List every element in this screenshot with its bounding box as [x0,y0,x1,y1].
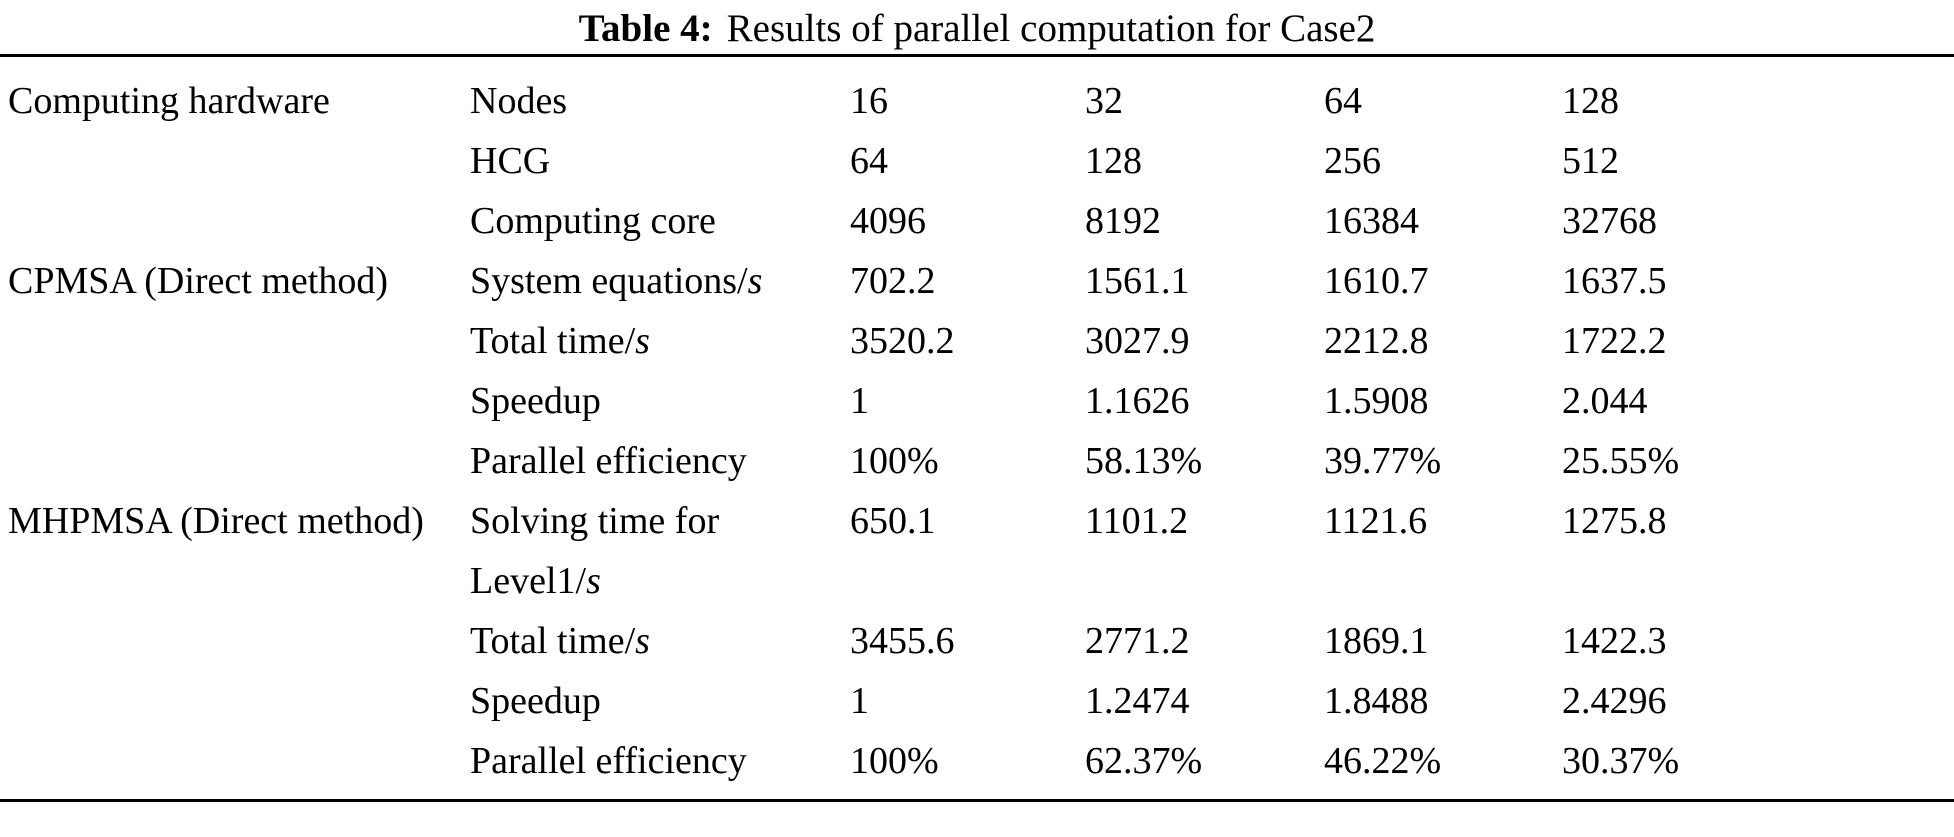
table-row: Speedup 1 1.1626 1.5908 2.044 [0,371,1954,431]
cell-value: 1561.1 [1085,260,1190,302]
cell-value: 1101.2 [1085,500,1189,542]
cell-value: 32768 [1562,200,1657,242]
cell-value: 8192 [1085,200,1161,242]
cell-value: 16 [850,80,888,122]
cell-value: 2771.2 [1085,620,1190,662]
row-label: Total time/s [470,311,850,371]
cell-value: 702.2 [850,260,936,302]
cell-value: 58.13% [1085,440,1203,482]
cell-value: 30.37% [1562,740,1680,782]
row-label-italic-suffix: s [635,620,650,662]
cell-value: 46.22% [1324,740,1442,782]
cell-value: 100% [850,740,939,782]
table-row: MHPMSA (Direct method) Solving time for … [0,491,1954,611]
row-label-text: Total time/ [470,320,636,362]
cell-value: 39.77% [1324,440,1442,482]
row-label-italic-suffix: s [635,320,650,362]
row-label: Nodes [470,71,850,131]
row-label-text: System equations/ [470,260,748,302]
cell-value: 128 [1562,80,1619,122]
cell-value: 1.5908 [1324,380,1429,422]
table-body: Computing hardware Nodes 16 32 64 128 HC… [0,57,1954,791]
cell-value: 2212.8 [1324,320,1429,362]
table-caption-number: Table 4: [578,7,713,50]
cell-value: 4096 [850,200,926,242]
row-label-italic-suffix: s [747,260,763,302]
table-row: HCG 64 128 256 512 [0,131,1954,191]
row-label-text: Computing core [470,200,716,242]
cell-value: 64 [1324,80,1362,122]
table-row: Parallel efficiency 100% 62.37% 46.22% 3… [0,731,1954,791]
row-label: Total time/s [470,611,850,671]
cell-value: 3455.6 [850,620,955,662]
cell-value: 100% [850,440,939,482]
row-label-text: Parallel efficiency [470,440,747,482]
row-label: Parallel efficiency [470,431,850,491]
row-label: Solving time for Level1/s [470,491,850,611]
row-label-text: Parallel efficiency [470,740,747,782]
row-label: System equations/s [470,251,850,311]
cell-value: 16384 [1324,200,1419,242]
cell-value: 3027.9 [1085,320,1190,362]
cell-value: 1722.2 [1562,320,1667,362]
row-label-text: HCG [470,140,551,182]
table-row: CPMSA (Direct method) System equations/s… [0,251,1954,311]
table-row: Total time/s 3520.2 3027.9 2212.8 1722.2 [0,311,1954,371]
cell-value: 62.37% [1085,740,1203,782]
cell-value: 1.2474 [1085,680,1190,722]
row-label-italic-suffix: s [586,560,601,602]
table-top-rule [0,54,1954,57]
cell-value: 1.1626 [1085,380,1190,422]
cell-value: 650.1 [850,500,936,542]
cell-value: 1275.8 [1562,500,1667,542]
row-label-text: Speedup [470,680,601,722]
cell-value: 2.044 [1562,380,1648,422]
row-label: Speedup [470,371,850,431]
row-group-label: MHPMSA (Direct method) [8,500,424,542]
cell-value: 1121.6 [1324,500,1428,542]
cell-value: 2.4296 [1562,680,1667,722]
cell-value: 1.8488 [1324,680,1429,722]
row-label-text: Solving time for Level1/ [470,500,720,602]
table-row: Parallel efficiency 100% 58.13% 39.77% 2… [0,431,1954,491]
row-label-text: Nodes [470,80,568,122]
cell-value: 32 [1085,80,1123,122]
cell-value: 256 [1324,140,1381,182]
cell-value: 128 [1085,140,1142,182]
table-row: Total time/s 3455.6 2771.2 1869.1 1422.3 [0,611,1954,671]
row-label-text: Speedup [470,380,601,422]
table-caption: Table 4: Results of parallel computation … [0,0,1954,54]
table-caption-text: Results of parallel computation for Case… [726,7,1376,50]
row-group-label: Computing hardware [8,80,330,122]
cell-value: 1 [850,380,869,422]
table-row: Computing hardware Nodes 16 32 64 128 [0,71,1954,131]
cell-value: 1 [850,680,869,722]
cell-value: 25.55% [1562,440,1680,482]
cell-value: 1610.7 [1324,260,1429,302]
row-label-text: Total time/ [470,620,636,662]
cell-value: 1422.3 [1562,620,1667,662]
cell-value: 3520.2 [850,320,955,362]
table-row: Computing core 4096 8192 16384 32768 [0,191,1954,251]
cell-value: 512 [1562,140,1619,182]
row-label: Computing core [470,191,850,251]
row-label: Speedup [470,671,850,731]
cell-value: 1869.1 [1324,620,1429,662]
row-group-label: CPMSA (Direct method) [8,260,388,302]
table-bottom-rule [0,799,1954,802]
table-row: Speedup 1 1.2474 1.8488 2.4296 [0,671,1954,731]
row-label: Parallel efficiency [470,731,850,791]
row-label: HCG [470,131,850,191]
cell-value: 1637.5 [1562,260,1667,302]
cell-value: 64 [850,140,888,182]
